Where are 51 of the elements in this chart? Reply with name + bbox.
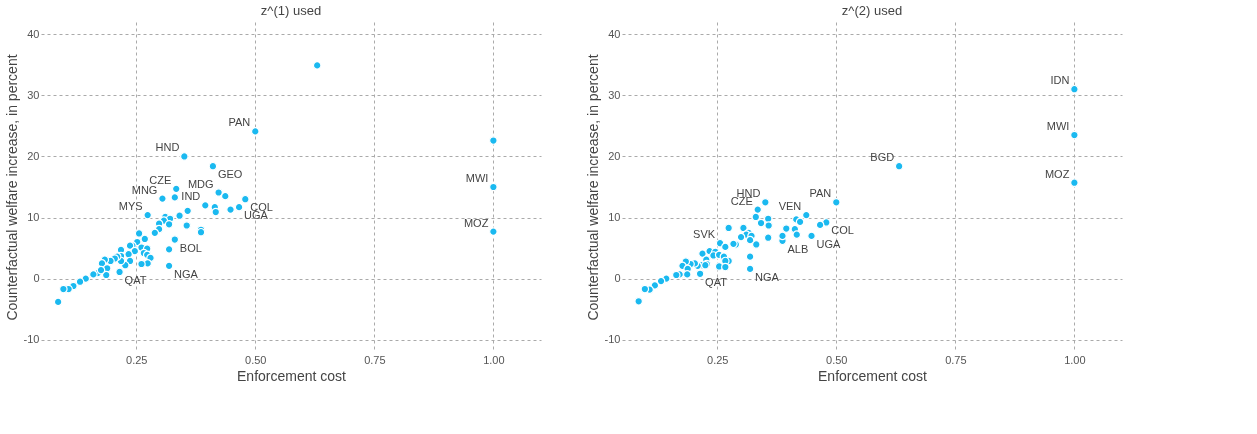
annotation: HND — [155, 141, 180, 154]
x-axis-title: Enforcement cost — [237, 367, 347, 384]
annotation: MWI — [465, 172, 489, 184]
annotation: IND — [181, 190, 201, 203]
annotation: COL — [831, 224, 854, 237]
annotation: BGD — [870, 151, 895, 164]
annotation: PAN — [228, 116, 251, 129]
x-tick-label: 0.50 — [245, 353, 267, 366]
y-tick-label: -10 — [23, 333, 40, 346]
y-tick-label: 20 — [608, 149, 621, 162]
y-tick-label: 10 — [608, 211, 621, 224]
y-tick-label: 30 — [608, 88, 621, 101]
x-tick-label: 0.50 — [826, 353, 848, 366]
y-tick-label: 0 — [614, 272, 621, 285]
annotation: MWI — [1046, 120, 1070, 133]
annotation: NGA — [174, 267, 199, 280]
annotation: SVK — [693, 228, 716, 241]
x-tick-label: 0.75 — [364, 353, 386, 366]
y-tick-label: 30 — [27, 88, 40, 101]
annotation: MYS — [118, 200, 143, 213]
annotation: VEN — [778, 200, 802, 213]
y-tick-label: 40 — [27, 27, 40, 40]
annotation: IDN — [1050, 74, 1070, 87]
x-axis-title: Enforcement cost — [818, 367, 928, 384]
y-tick-label: 40 — [608, 27, 621, 40]
x-tick-label: 0.25 — [126, 353, 148, 366]
chart-title: z^(1) used — [260, 3, 322, 18]
annotation: CZE — [149, 173, 172, 186]
annotation: MDG — [187, 177, 214, 190]
x-tick-label: 1.00 — [483, 353, 505, 366]
y-axis-title: Counterfactual welfare increase, in percent — [3, 54, 20, 321]
x-tick-label: 0.75 — [945, 353, 967, 366]
y-tick-label: -10 — [604, 333, 621, 346]
annotation: QAT — [124, 273, 147, 286]
y-tick-label: 20 — [27, 149, 40, 162]
annotation: UGA — [816, 237, 842, 250]
x-tick-label: 0.25 — [707, 353, 729, 366]
y-tick-label: 0 — [33, 272, 40, 285]
annotation: GEO — [217, 168, 243, 181]
x-tick-label: 1.00 — [1064, 353, 1086, 366]
annotation: MOZ — [463, 216, 489, 229]
annotation: BOL — [179, 241, 202, 254]
annotation: QAT — [705, 275, 728, 288]
y-tick-label: 10 — [27, 211, 40, 224]
y-axis-title: Counterfactual welfare increase, in percent — [584, 54, 601, 321]
annotation: PAN — [809, 187, 832, 200]
annotation: ALB — [787, 242, 809, 255]
chart-title: z^(2) used — [841, 3, 903, 18]
annotation: NGA — [755, 270, 780, 283]
annotation: MNG — [131, 183, 158, 196]
annotation: MOZ — [1044, 167, 1070, 180]
